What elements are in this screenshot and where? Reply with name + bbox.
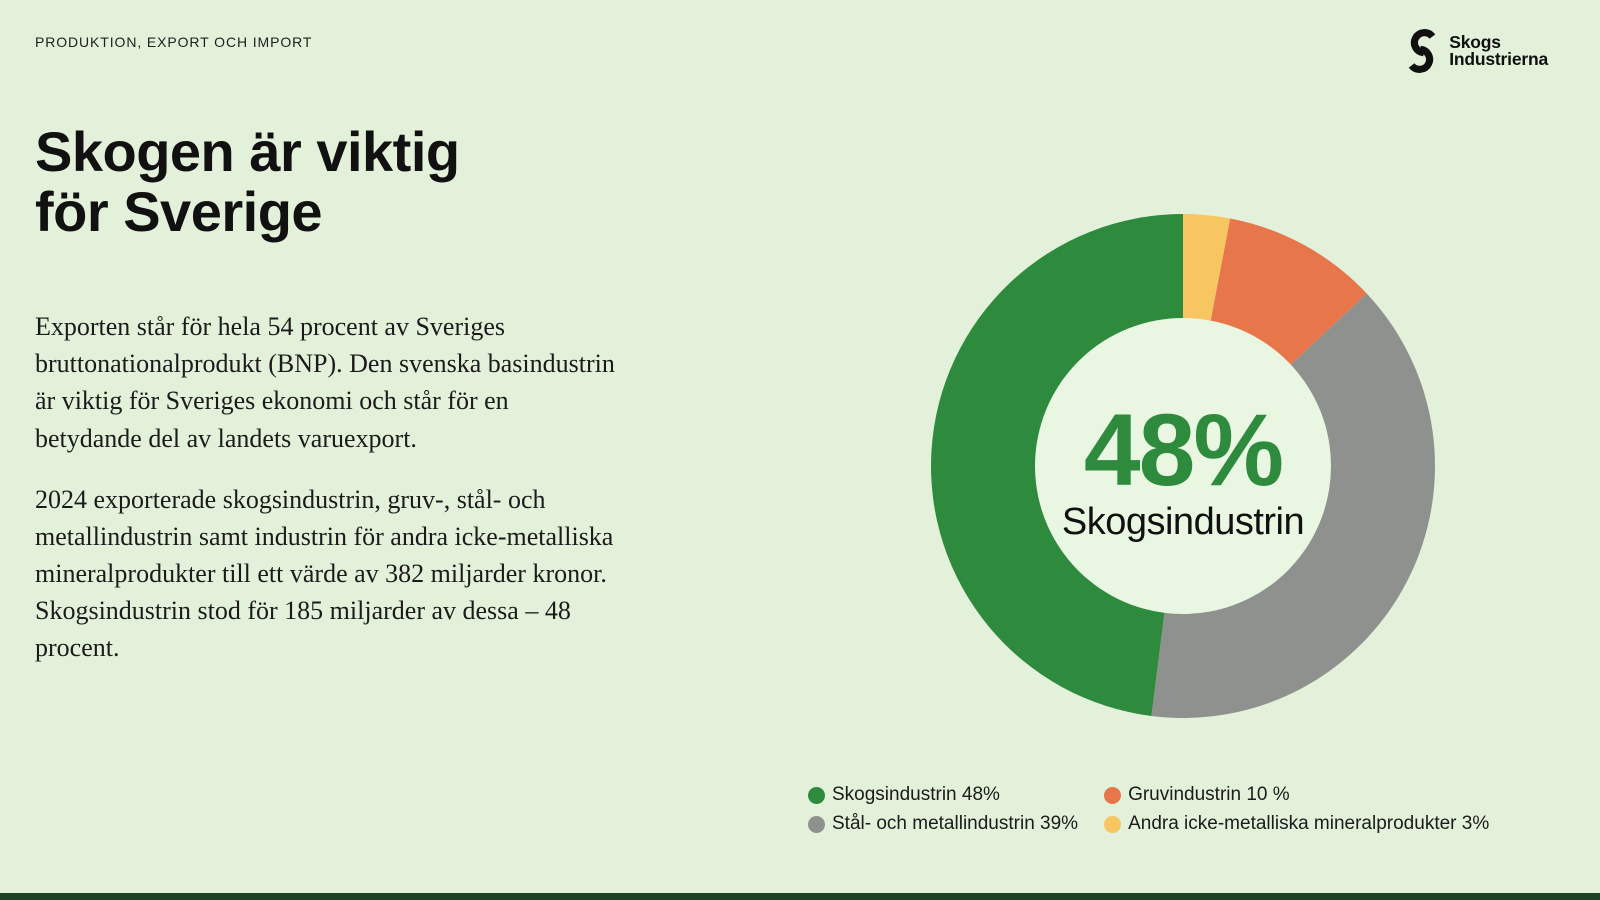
logo-word-2: Industrierna <box>1449 49 1548 69</box>
legend-item-mineralprodukter: Andra icke-metalliska mineralprodukter 3… <box>1104 813 1489 835</box>
body-copy: Exporten står för hela 54 procent av Sve… <box>35 308 620 667</box>
chart-legend: Skogsindustrin 48% Gruvindustrin 10 % St… <box>808 784 1489 835</box>
donut-chart: 48% Skogsindustrin <box>923 206 1443 726</box>
donut-segment-st-l-och-metallindustrin <box>1151 293 1435 719</box>
donut-segment-skogsindustrin <box>930 214 1183 717</box>
donut-segment-andra-icke-metalliska-mineralprodukter <box>1183 214 1231 321</box>
legend-item-gruvindustrin: Gruvindustrin 10 % <box>1104 784 1489 806</box>
legend-dot-yellow <box>1104 815 1122 833</box>
legend-item-stal-och-metall: Stål- och metallindustrin 39% <box>808 813 1078 835</box>
legend-label-gruvindustrin: Gruvindustrin 10 % <box>1128 784 1290 805</box>
page-title-line-2: för Sverige <box>35 180 323 244</box>
donut-hole <box>1035 318 1331 614</box>
legend-label-skogsindustrin: Skogsindustrin 48% <box>832 784 1000 805</box>
legend-dot-green <box>808 786 825 804</box>
paragraph-export-share: Exporten står för hela 54 procent av Sve… <box>35 312 615 453</box>
logo-wordmark: Skogs Industrierna <box>1449 31 1548 69</box>
slide-kicker: PRODUKTION, EXPORT OCH IMPORT <box>35 34 313 50</box>
logo: Skogs Industrierna <box>1402 28 1548 74</box>
page-title: Skogen är viktig för Sverige <box>35 120 460 244</box>
legend-label-stal-och-metall: Stål- och metallindustrin 39% <box>832 813 1079 834</box>
legend-dot-gray <box>808 815 825 833</box>
skogsindustrierna-logo-icon <box>1402 28 1442 74</box>
legend-dot-orange <box>1104 786 1122 804</box>
logo-word-1: Skogs <box>1449 31 1501 52</box>
legend-label-mineralprodukter: Andra icke-metalliska mineralprodukter 3… <box>1128 813 1490 834</box>
donut-segment-gruvindustrin <box>1210 218 1367 365</box>
paragraph-2024-export-value: 2024 exporterade skogsindustrin, gruv-, … <box>35 484 614 663</box>
footer-accent-bar <box>0 893 1600 900</box>
legend-item-skogsindustrin: Skogsindustrin 48% <box>808 784 1078 806</box>
donut-chart-svg <box>930 214 1435 719</box>
page-title-line-1: Skogen är viktig <box>35 120 460 183</box>
